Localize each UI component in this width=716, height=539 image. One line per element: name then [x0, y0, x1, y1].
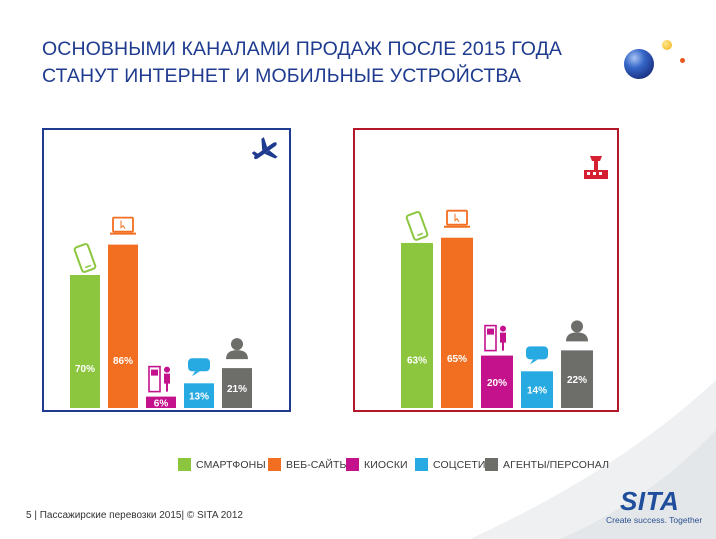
airport-icon — [584, 156, 608, 179]
bar-value-label: 65% — [447, 354, 467, 365]
kiosk-icon — [148, 365, 170, 393]
bar-agents — [561, 350, 593, 408]
bar-value-label: 6% — [154, 398, 169, 409]
bar-social — [521, 371, 553, 408]
chart-panel-airports: 63% 65% 20% 14% 22% — [353, 128, 619, 412]
chart-panel-airlines: 70% 86% 6% 13% 21% — [42, 128, 291, 412]
bar-value-label: 21% — [227, 384, 247, 395]
bar-value-label: 14% — [527, 386, 547, 397]
bar-value-label: 13% — [189, 392, 209, 403]
legend-label: СОЦСЕТИ — [433, 459, 486, 471]
sita-tagline: Create success. Together — [606, 515, 703, 525]
bar-websites — [441, 237, 473, 408]
agent-person-icon — [566, 320, 588, 342]
chat-bubble-icon — [188, 358, 210, 377]
bar-value-label: 70% — [75, 364, 95, 375]
legend-swatch — [268, 458, 281, 471]
title-line-2: СТАНУТ ИНТЕРНЕТ И МОБИЛЬНЫЕ УСТРОЙСТВА — [42, 65, 521, 87]
bar-kiosks — [146, 396, 176, 408]
legend-label: КИОСКИ — [364, 459, 408, 471]
airplane-icon — [251, 137, 278, 160]
globe-logo-icon — [624, 49, 654, 79]
legend-label: ВЕБ-САЙТЫ — [286, 459, 349, 471]
yellow-dot-icon — [662, 40, 672, 50]
legend-swatch — [346, 458, 359, 471]
chat-bubble-icon — [526, 346, 548, 365]
legend-swatch — [178, 458, 191, 471]
laptop-icon — [110, 216, 136, 235]
bar-smartphones — [70, 275, 100, 408]
bar-value-label: 86% — [113, 356, 133, 367]
bar-value-label: 63% — [407, 355, 427, 366]
bar-value-label: 22% — [567, 375, 587, 386]
footer-text: 5 | Пассажирские перевозки 2015| © SITA … — [26, 510, 243, 521]
title-line-1: ОСНОВНЫМИ КАНАЛАМИ ПРОДАЖ ПОСЛЕ 2015 ГОД… — [42, 38, 563, 60]
bar-websites — [108, 244, 138, 408]
kiosk-icon — [484, 324, 506, 352]
page-title: ОСНОВНЫМИ КАНАЛАМИ ПРОДАЖ ПОСЛЕ 2015 ГОД… — [42, 36, 602, 90]
bar-agents — [222, 368, 252, 408]
bar-social — [184, 383, 214, 408]
agent-person-icon — [226, 338, 248, 360]
bar-smartphones — [401, 242, 433, 408]
legend-swatch — [415, 458, 428, 471]
legend-label: СМАРТФОНЫ — [196, 459, 266, 471]
orange-dot-icon — [680, 58, 685, 63]
bar-chart-airlines: 70% 86% 6% 13% 21% — [70, 137, 278, 409]
smartphone-icon — [405, 211, 429, 241]
smartphone-icon — [73, 243, 97, 273]
bar-kiosks — [481, 355, 513, 408]
sita-logo: SITA — [620, 486, 680, 516]
bar-chart-airports: 63% 65% 20% 14% 22% — [401, 156, 608, 408]
laptop-icon — [444, 209, 470, 228]
legend-swatch — [485, 458, 498, 471]
legend-label: АГЕНТЫ/ПЕРСОНАЛ — [503, 459, 610, 471]
bar-value-label: 20% — [487, 378, 507, 389]
